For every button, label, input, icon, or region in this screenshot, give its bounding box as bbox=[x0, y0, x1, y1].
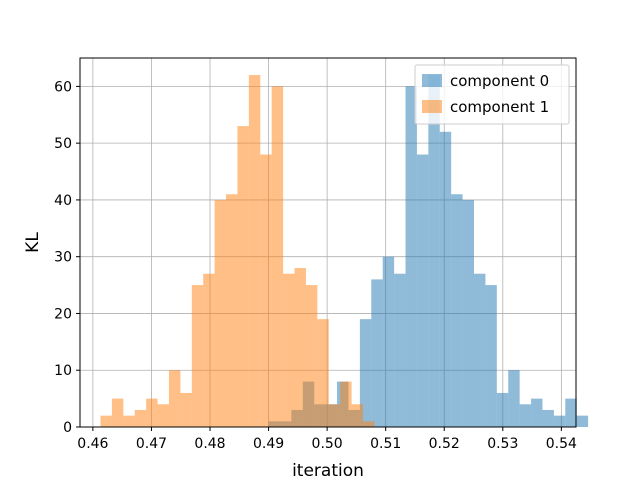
histogram-bar-series-1 bbox=[191, 285, 204, 427]
histogram-bar-series-0 bbox=[439, 131, 452, 428]
bars bbox=[100, 75, 589, 428]
histogram-bar-series-0 bbox=[382, 256, 395, 427]
histogram-bar-series-0 bbox=[451, 194, 463, 427]
histogram-bar-series-1 bbox=[100, 415, 112, 427]
x-tick-label: 0.51 bbox=[370, 436, 401, 452]
y-tick-label: 10 bbox=[54, 363, 72, 379]
histogram-bar-series-0 bbox=[485, 285, 497, 427]
y-axis-label: KL bbox=[23, 232, 43, 253]
plot-frame bbox=[79, 57, 577, 428]
histogram-bar-series-0 bbox=[542, 409, 554, 427]
histogram-bar-series-0 bbox=[519, 404, 532, 427]
legend: component 0 component 1 bbox=[414, 64, 570, 125]
legend-label: component 1 bbox=[450, 98, 549, 116]
histogram-bar-series-0 bbox=[531, 398, 543, 427]
legend-swatch bbox=[422, 100, 442, 113]
histogram-bar-series-1 bbox=[305, 285, 318, 427]
x-tick-label: 0.53 bbox=[487, 436, 518, 452]
x-axis-label: iteration bbox=[292, 461, 364, 480]
y-tick-label: 20 bbox=[54, 306, 72, 322]
y-tick-label: 0 bbox=[63, 420, 72, 436]
legend-label: component 0 bbox=[450, 72, 549, 90]
y-tick-label: 30 bbox=[54, 250, 72, 266]
histogram-bar-series-1 bbox=[351, 404, 364, 427]
histogram-bar-series-0 bbox=[405, 86, 417, 427]
x-tick-label: 0.52 bbox=[429, 436, 460, 452]
x-tick-label: 0.47 bbox=[136, 436, 167, 452]
histogram-bar-series-1 bbox=[134, 409, 147, 427]
histogram-bar-series-1 bbox=[283, 273, 295, 427]
histogram-bar-series-1 bbox=[157, 404, 169, 427]
y-tick-label: 40 bbox=[54, 193, 72, 209]
axes: 0.46 0.47 0.48 0.49 0.50 0.51 0.52 0.53 0.54 0 10 2… bbox=[54, 57, 577, 452]
histogram-bar-series-1 bbox=[271, 86, 284, 427]
histogram-bar-series-1 bbox=[146, 398, 158, 427]
histogram-bar-series-0 bbox=[428, 75, 440, 428]
histogram-bar-series-0 bbox=[474, 273, 486, 427]
histogram-bar-series-1 bbox=[363, 421, 375, 427]
x-tick-label: 0.46 bbox=[77, 436, 108, 452]
histogram-bar-series-0 bbox=[416, 154, 429, 427]
histogram-bar-series-0 bbox=[576, 415, 589, 427]
histogram-bar-series-1 bbox=[203, 273, 215, 427]
histogram-bar-series-1 bbox=[328, 404, 341, 427]
legend-box bbox=[414, 64, 570, 125]
histogram-bar-series-1 bbox=[180, 392, 192, 427]
histogram-bar-series-0 bbox=[462, 199, 475, 427]
histogram-bar-series-1 bbox=[226, 194, 238, 427]
histogram-bar-series-0 bbox=[371, 279, 383, 427]
y-tick-label: 60 bbox=[54, 79, 72, 95]
histogram-bar-series-1 bbox=[237, 126, 249, 427]
histogram-bar-series-1 bbox=[260, 154, 272, 427]
legend-swatch bbox=[422, 74, 442, 87]
histogram-bar-series-1 bbox=[248, 75, 261, 428]
histogram-bar-series-1 bbox=[294, 268, 306, 427]
histogram-bar-series-0 bbox=[496, 392, 509, 427]
histogram-bar-series-1 bbox=[168, 370, 181, 427]
histogram-bar-series-0 bbox=[508, 370, 520, 427]
x-tick-label: 0.48 bbox=[194, 436, 225, 452]
histogram-bar-series-1 bbox=[111, 398, 124, 427]
histogram-bar-series-1 bbox=[317, 319, 329, 427]
histogram-bar-series-1 bbox=[123, 415, 135, 427]
histogram-bar-series-0 bbox=[565, 398, 577, 427]
histogram-bar-series-0 bbox=[553, 415, 566, 427]
histogram-bar-series-0 bbox=[359, 319, 372, 427]
x-tick-label: 0.49 bbox=[253, 436, 284, 452]
x-tick-label: 0.54 bbox=[546, 436, 577, 452]
x-tick-label: 0.50 bbox=[312, 436, 343, 452]
histogram-bar-series-1 bbox=[340, 381, 352, 427]
y-tick-label: 50 bbox=[54, 136, 72, 152]
histogram-bar-series-1 bbox=[214, 199, 227, 427]
histogram-bar-series-0 bbox=[394, 273, 406, 427]
